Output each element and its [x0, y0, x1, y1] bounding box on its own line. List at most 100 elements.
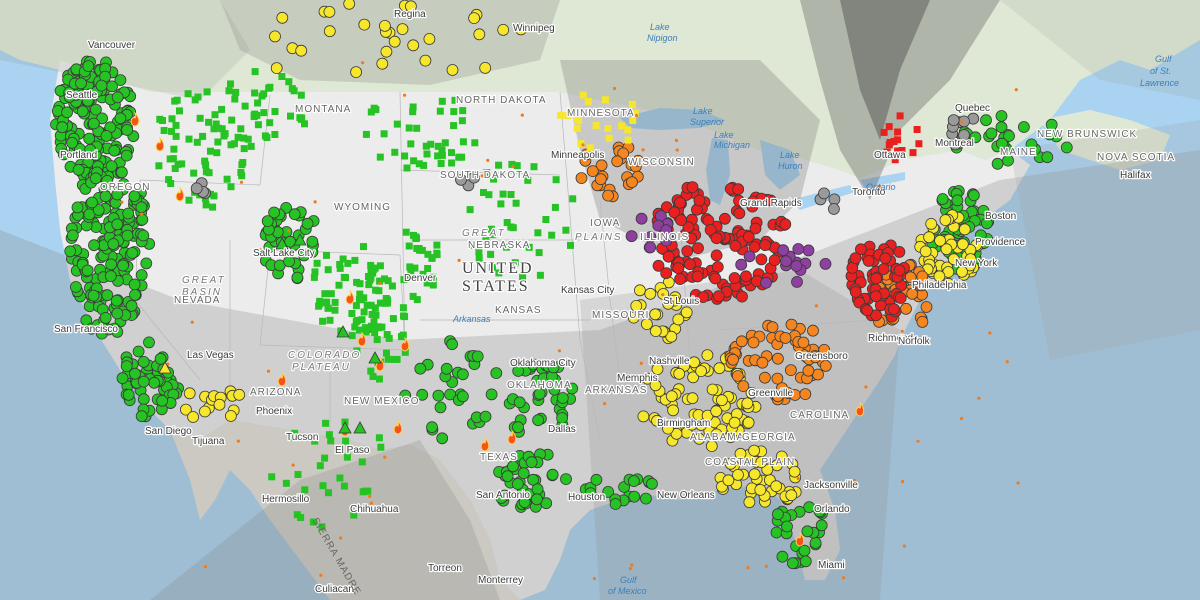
- aq-sensor-square[interactable]: [366, 276, 374, 284]
- aq-sensor-square[interactable]: [311, 437, 319, 445]
- aq-monitor-circle[interactable]: [634, 284, 646, 297]
- aq-monitor-circle[interactable]: [742, 230, 755, 243]
- aq-sensor-square[interactable]: [358, 458, 366, 466]
- aq-monitor-circle[interactable]: [801, 525, 814, 538]
- aq-monitor-circle[interactable]: [741, 397, 754, 410]
- aq-monitor-circle[interactable]: [376, 57, 389, 70]
- aq-sensor-square[interactable]: [365, 281, 373, 289]
- aq-monitor-circle[interactable]: [455, 173, 467, 186]
- aq-monitor-circle[interactable]: [120, 149, 133, 162]
- aq-monitor-circle[interactable]: [649, 308, 662, 321]
- aq-monitor-circle[interactable]: [870, 290, 882, 303]
- aq-monitor-circle[interactable]: [378, 19, 391, 32]
- aq-monitor-circle[interactable]: [981, 217, 993, 230]
- aq-monitor-circle[interactable]: [733, 207, 746, 220]
- aq-sensor-square[interactable]: [260, 90, 268, 98]
- fire-icon[interactable]: [277, 371, 287, 387]
- aq-sensor-square[interactable]: [450, 108, 458, 116]
- aq-monitor-circle[interactable]: [958, 129, 970, 142]
- aq-sensor-square[interactable]: [356, 326, 363, 334]
- aq-sensor-square[interactable]: [335, 281, 343, 289]
- aq-monitor-circle[interactable]: [556, 392, 569, 404]
- aq-sensor-square[interactable]: [360, 308, 368, 316]
- aq-monitor-circle[interactable]: [128, 278, 141, 291]
- aq-sensor-square[interactable]: [604, 125, 612, 132]
- aq-sensor-square[interactable]: [212, 120, 220, 128]
- aq-monitor-circle[interactable]: [105, 258, 117, 271]
- aq-monitor-circle[interactable]: [456, 390, 469, 403]
- aq-monitor-circle[interactable]: [350, 66, 363, 78]
- aq-sensor-square[interactable]: [367, 108, 375, 116]
- aq-sensor-square[interactable]: [503, 243, 510, 251]
- aq-monitor-circle[interactable]: [968, 189, 980, 202]
- aq-monitor-circle[interactable]: [556, 412, 568, 424]
- aq-monitor-circle[interactable]: [122, 207, 135, 220]
- aq-monitor-circle[interactable]: [132, 345, 145, 358]
- aq-monitor-circle[interactable]: [261, 215, 274, 228]
- aq-monitor-circle[interactable]: [61, 106, 73, 119]
- aq-sensor-square[interactable]: [240, 134, 248, 142]
- aq-monitor-circle[interactable]: [190, 182, 203, 195]
- aq-sensor-square[interactable]: [324, 304, 332, 312]
- aq-sensor-square[interactable]: [525, 243, 533, 251]
- aq-sensor-square[interactable]: [371, 304, 379, 312]
- aq-sensor-square[interactable]: [261, 132, 269, 140]
- aq-sensor-square[interactable]: [480, 189, 487, 196]
- aq-sensor-square[interactable]: [459, 107, 467, 115]
- aq-monitor-circle[interactable]: [490, 367, 503, 380]
- aq-sensor-square[interactable]: [507, 191, 515, 198]
- aq-monitor-circle[interactable]: [776, 550, 789, 563]
- fire-icon[interactable]: [507, 429, 517, 445]
- aq-monitor-circle[interactable]: [270, 62, 283, 74]
- aq-sensor-square[interactable]: [360, 243, 367, 251]
- aq-monitor-circle[interactable]: [803, 501, 816, 514]
- aq-monitor-circle[interactable]: [870, 272, 883, 285]
- aq-monitor-circle[interactable]: [269, 30, 281, 43]
- aq-monitor-circle[interactable]: [768, 254, 781, 267]
- aq-monitor-circle[interactable]: [674, 273, 686, 286]
- aq-monitor-circle[interactable]: [198, 405, 211, 418]
- aq-monitor-circle[interactable]: [879, 252, 892, 265]
- aq-sensor-square[interactable]: [327, 290, 335, 298]
- aq-sensor-square[interactable]: [254, 121, 262, 129]
- aq-sensor-square[interactable]: [890, 138, 898, 145]
- aq-monitor-circle[interactable]: [704, 223, 717, 236]
- aq-monitor-circle[interactable]: [947, 114, 960, 126]
- aq-monitor-circle[interactable]: [137, 393, 150, 406]
- aq-monitor-circle[interactable]: [440, 362, 453, 375]
- aq-sensor-square[interactable]: [289, 433, 297, 441]
- aq-monitor-circle[interactable]: [396, 23, 409, 36]
- aq-sensor-square[interactable]: [370, 104, 378, 112]
- aq-monitor-circle[interactable]: [71, 201, 84, 214]
- aq-monitor-circle[interactable]: [893, 264, 906, 277]
- aq-monitor-circle[interactable]: [649, 379, 662, 392]
- aq-monitor-circle[interactable]: [846, 261, 859, 274]
- aq-sensor-square[interactable]: [365, 273, 372, 280]
- aq-monitor-circle[interactable]: [517, 467, 530, 480]
- aq-monitor-circle[interactable]: [933, 270, 946, 283]
- aq-sensor-square[interactable]: [225, 87, 233, 95]
- aq-monitor-circle[interactable]: [745, 386, 758, 399]
- aq-monitor-circle[interactable]: [665, 330, 678, 343]
- aq-monitor-circle[interactable]: [732, 468, 744, 481]
- aq-monitor-circle[interactable]: [920, 301, 933, 313]
- aq-sensor-square[interactable]: [326, 316, 334, 324]
- aq-sensor-square[interactable]: [266, 119, 274, 127]
- aq-monitor-circle[interactable]: [706, 383, 719, 396]
- aq-sensor-square[interactable]: [894, 128, 902, 136]
- aq-sensor-square[interactable]: [413, 296, 421, 304]
- aq-sensor-square[interactable]: [412, 233, 420, 241]
- aq-sensor-square[interactable]: [567, 108, 575, 116]
- aq-monitor-circle[interactable]: [468, 171, 481, 184]
- aq-sensor-square[interactable]: [508, 160, 516, 168]
- aq-sensor-square[interactable]: [391, 148, 399, 156]
- aq-sensor-square[interactable]: [497, 200, 505, 208]
- aq-monitor-circle[interactable]: [980, 114, 992, 127]
- aq-sensor-square[interactable]: [536, 271, 544, 279]
- aq-sensor-square[interactable]: [562, 226, 570, 234]
- aq-sensor-square[interactable]: [168, 115, 176, 123]
- aq-sensor-square[interactable]: [482, 236, 490, 244]
- aq-sensor-square[interactable]: [401, 348, 409, 356]
- aq-monitor-circle[interactable]: [641, 372, 654, 385]
- aq-monitor-circle[interactable]: [893, 245, 906, 258]
